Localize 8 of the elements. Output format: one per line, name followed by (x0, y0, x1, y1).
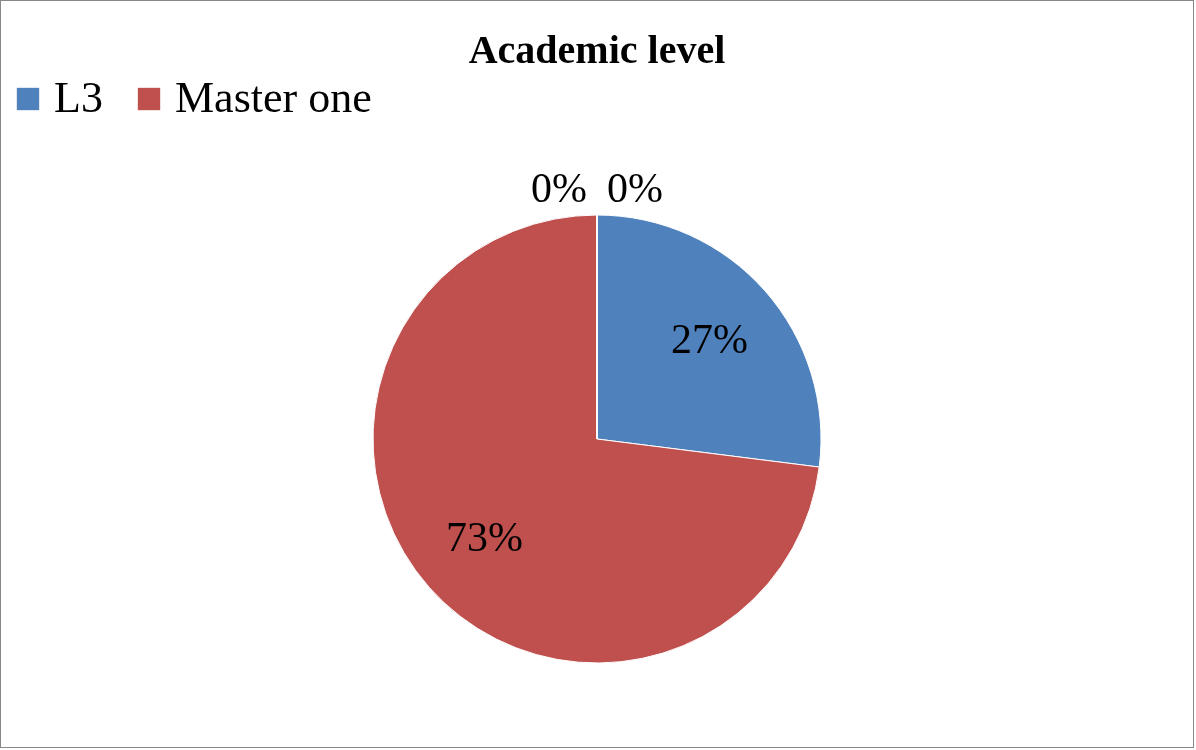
text: 0% (531, 165, 587, 211)
legend-label: L3 (54, 73, 103, 122)
pie-slice (372, 214, 820, 664)
data-label: 73% (445, 514, 523, 561)
text: 0% (607, 165, 663, 211)
chart-title: Academic level (468, 27, 726, 72)
data-label: 27% (671, 315, 749, 362)
legend-label: Master one (175, 73, 372, 122)
